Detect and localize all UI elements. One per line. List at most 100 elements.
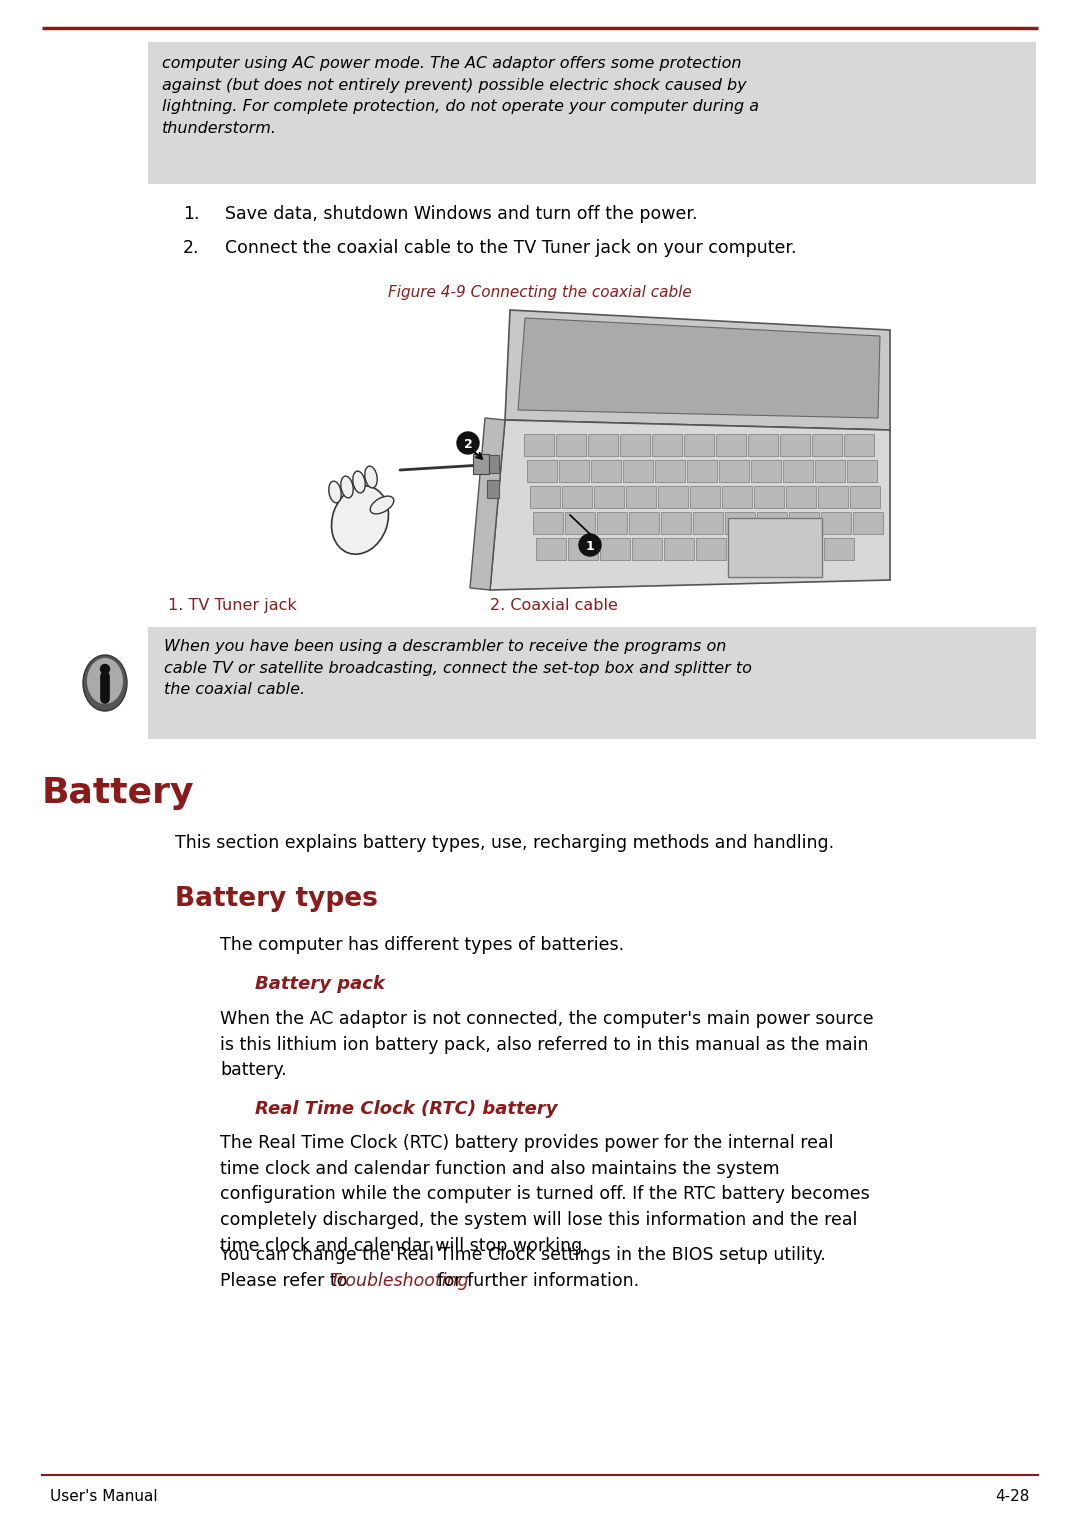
FancyBboxPatch shape (530, 487, 561, 508)
FancyBboxPatch shape (684, 433, 714, 456)
Text: User's Manual: User's Manual (50, 1489, 158, 1504)
FancyBboxPatch shape (588, 433, 618, 456)
Text: computer using AC power mode. The AC adaptor offers some protection
against (but: computer using AC power mode. The AC ada… (162, 56, 759, 135)
Ellipse shape (83, 656, 127, 710)
FancyBboxPatch shape (687, 459, 717, 482)
FancyBboxPatch shape (728, 519, 822, 576)
FancyBboxPatch shape (690, 487, 720, 508)
FancyBboxPatch shape (812, 433, 842, 456)
FancyBboxPatch shape (661, 513, 691, 534)
FancyBboxPatch shape (754, 487, 784, 508)
FancyBboxPatch shape (789, 513, 819, 534)
FancyBboxPatch shape (853, 513, 883, 534)
FancyBboxPatch shape (620, 433, 650, 456)
Text: Figure 4-9 Connecting the coaxial cable: Figure 4-9 Connecting the coaxial cable (388, 284, 692, 300)
Text: Real Time Clock (RTC) battery: Real Time Clock (RTC) battery (255, 1100, 557, 1118)
FancyBboxPatch shape (843, 433, 874, 456)
Text: Connect the coaxial cable to the TV Tuner jack on your computer.: Connect the coaxial cable to the TV Tune… (225, 239, 797, 257)
Polygon shape (518, 318, 880, 418)
FancyBboxPatch shape (723, 487, 752, 508)
FancyBboxPatch shape (527, 459, 557, 482)
FancyBboxPatch shape (693, 513, 723, 534)
FancyBboxPatch shape (725, 513, 755, 534)
Ellipse shape (87, 659, 123, 704)
FancyBboxPatch shape (664, 538, 694, 560)
Text: 2.: 2. (183, 239, 200, 257)
Text: The Real Time Clock (RTC) battery provides power for the internal real
time cloc: The Real Time Clock (RTC) battery provid… (220, 1135, 869, 1255)
FancyBboxPatch shape (716, 433, 746, 456)
FancyBboxPatch shape (748, 433, 778, 456)
FancyBboxPatch shape (818, 487, 848, 508)
Ellipse shape (328, 481, 341, 503)
FancyBboxPatch shape (524, 433, 554, 456)
Circle shape (100, 665, 109, 674)
Ellipse shape (341, 476, 353, 497)
FancyBboxPatch shape (719, 459, 750, 482)
Text: for further information.: for further information. (432, 1272, 639, 1290)
FancyBboxPatch shape (652, 433, 681, 456)
Text: 1. TV Tuner jack: 1. TV Tuner jack (168, 598, 297, 613)
Polygon shape (490, 420, 890, 590)
Ellipse shape (332, 485, 389, 554)
FancyBboxPatch shape (821, 513, 851, 534)
FancyBboxPatch shape (728, 538, 758, 560)
FancyBboxPatch shape (534, 513, 563, 534)
FancyBboxPatch shape (850, 487, 880, 508)
FancyBboxPatch shape (148, 43, 1036, 184)
Ellipse shape (370, 496, 394, 514)
Text: 4-28: 4-28 (996, 1489, 1030, 1504)
FancyBboxPatch shape (487, 481, 499, 497)
FancyBboxPatch shape (568, 538, 598, 560)
FancyBboxPatch shape (632, 538, 662, 560)
FancyBboxPatch shape (487, 455, 499, 473)
Text: Please refer to: Please refer to (220, 1272, 353, 1290)
FancyBboxPatch shape (591, 459, 621, 482)
FancyBboxPatch shape (473, 453, 489, 475)
Text: Battery pack: Battery pack (255, 975, 384, 993)
FancyBboxPatch shape (815, 459, 845, 482)
Circle shape (457, 432, 480, 453)
Text: 2. Coaxial cable: 2. Coaxial cable (490, 598, 618, 613)
FancyBboxPatch shape (594, 487, 624, 508)
Text: The computer has different types of batteries.: The computer has different types of batt… (220, 935, 624, 954)
FancyBboxPatch shape (654, 459, 685, 482)
FancyBboxPatch shape (629, 513, 659, 534)
FancyBboxPatch shape (757, 513, 787, 534)
Text: When the AC adaptor is not connected, the computer's main power source
is this l: When the AC adaptor is not connected, th… (220, 1010, 874, 1080)
FancyBboxPatch shape (696, 538, 726, 560)
FancyBboxPatch shape (786, 487, 816, 508)
Text: Battery types: Battery types (175, 887, 378, 913)
Text: Battery: Battery (42, 776, 194, 811)
FancyBboxPatch shape (556, 433, 586, 456)
FancyBboxPatch shape (600, 538, 630, 560)
FancyBboxPatch shape (148, 627, 1036, 739)
FancyBboxPatch shape (559, 459, 589, 482)
Text: This section explains battery types, use, recharging methods and handling.: This section explains battery types, use… (175, 834, 834, 852)
FancyBboxPatch shape (783, 459, 813, 482)
Text: 1: 1 (585, 540, 594, 552)
FancyBboxPatch shape (847, 459, 877, 482)
FancyBboxPatch shape (536, 538, 566, 560)
Text: 2: 2 (463, 438, 472, 450)
FancyBboxPatch shape (780, 433, 810, 456)
Ellipse shape (353, 472, 365, 493)
Polygon shape (470, 418, 505, 590)
Ellipse shape (365, 465, 377, 488)
Polygon shape (505, 310, 890, 430)
FancyBboxPatch shape (562, 487, 592, 508)
FancyBboxPatch shape (751, 459, 781, 482)
Text: When you have been using a descrambler to receive the programs on
cable TV or sa: When you have been using a descrambler t… (164, 639, 752, 697)
Text: Troubleshooting: Troubleshooting (329, 1272, 469, 1290)
FancyBboxPatch shape (623, 459, 653, 482)
Text: 1.: 1. (183, 205, 200, 224)
FancyBboxPatch shape (626, 487, 656, 508)
Circle shape (579, 534, 600, 557)
Text: Save data, shutdown Windows and turn off the power.: Save data, shutdown Windows and turn off… (225, 205, 698, 224)
Text: You can change the Real Time Clock settings in the BIOS setup utility.: You can change the Real Time Clock setti… (220, 1246, 826, 1264)
FancyBboxPatch shape (824, 538, 854, 560)
FancyBboxPatch shape (760, 538, 789, 560)
FancyBboxPatch shape (565, 513, 595, 534)
FancyBboxPatch shape (597, 513, 627, 534)
FancyBboxPatch shape (792, 538, 822, 560)
FancyBboxPatch shape (658, 487, 688, 508)
